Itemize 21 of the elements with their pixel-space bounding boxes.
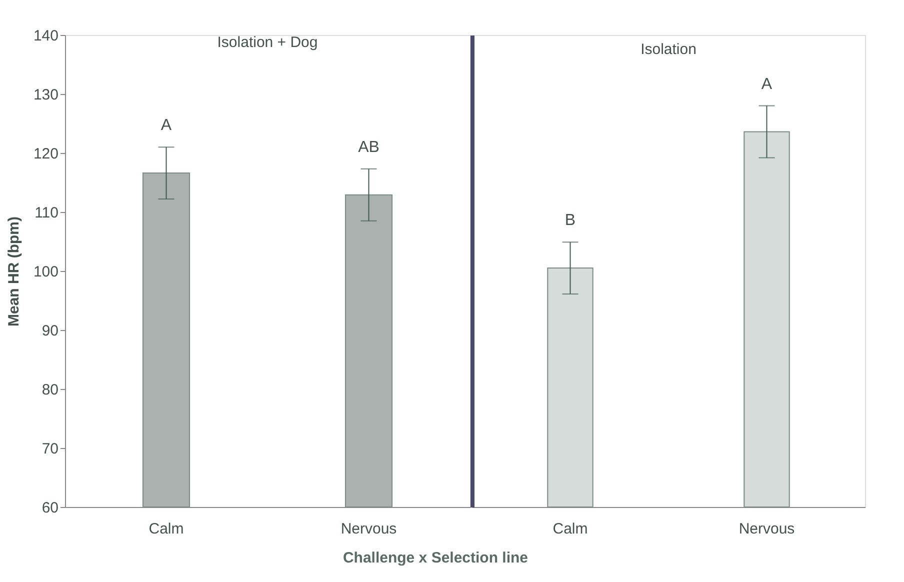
y-tick-label: 90 <box>42 322 58 340</box>
y-tick-label: 70 <box>42 440 58 458</box>
x-tick-label: Calm <box>148 520 184 538</box>
y-tick-label: 130 <box>33 86 58 104</box>
annotation: A <box>761 76 772 93</box>
x-tick-label: Nervous <box>340 520 397 538</box>
y-tick-label: 60 <box>42 500 58 516</box>
x-axis-title: Challenge x Selection line <box>342 550 528 566</box>
annotation: AB <box>358 138 380 156</box>
y-tick-label: 140 <box>33 28 58 44</box>
y-tick-label: 120 <box>33 146 58 162</box>
y-tick-label: 80 <box>42 382 58 398</box>
y-tick-label: 100 <box>33 264 58 280</box>
x-tick-label: Calm <box>552 520 588 538</box>
y-tick-label: 110 <box>34 204 58 222</box>
chart-title: Isolation + Dog <box>217 34 318 51</box>
chart-title: Isolation <box>640 41 696 58</box>
annotation: A <box>160 117 172 134</box>
x-tick-label: Nervous <box>738 520 795 538</box>
annotation: B <box>564 212 576 230</box>
y-axis-title: Mean HR (bpm) <box>5 216 22 326</box>
